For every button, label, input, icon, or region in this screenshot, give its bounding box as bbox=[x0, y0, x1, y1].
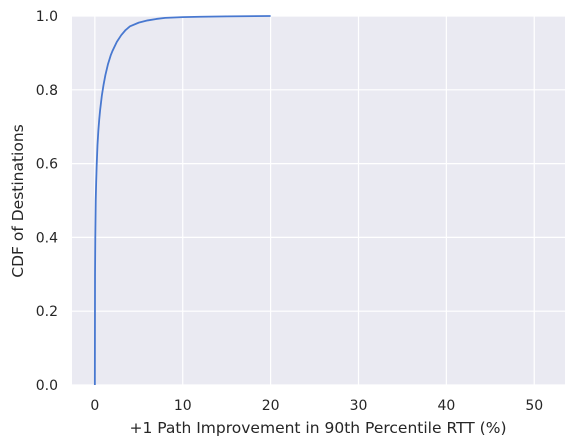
y-tick-label: 0.4 bbox=[36, 230, 58, 246]
grid-lines bbox=[72, 15, 565, 386]
y-tick-label: 0.0 bbox=[36, 378, 58, 394]
y-tick-label: 1.0 bbox=[36, 9, 58, 25]
plot-background bbox=[72, 16, 565, 385]
y-tick-label: 0.8 bbox=[36, 83, 58, 99]
y-tick-labels: 0.0 0.2 0.4 0.6 0.8 1.0 bbox=[36, 9, 58, 394]
y-tick-label: 0.2 bbox=[36, 304, 58, 320]
y-tick-label: 0.6 bbox=[36, 157, 58, 173]
x-tick-labels: 0 10 20 30 40 50 bbox=[90, 398, 543, 414]
x-axis-title: +1 Path Improvement in 90th Percentile R… bbox=[129, 419, 506, 437]
x-tick-label: 30 bbox=[350, 398, 368, 414]
x-tick-label: 10 bbox=[174, 398, 192, 414]
cdf-line bbox=[93, 15, 271, 386]
x-tick-label: 20 bbox=[262, 398, 280, 414]
y-axis-title: CDF of Destinations bbox=[9, 124, 27, 278]
series-layer bbox=[93, 15, 271, 386]
x-tick-label: 40 bbox=[437, 398, 455, 414]
x-tick-label: 50 bbox=[525, 398, 543, 414]
x-tick-label: 0 bbox=[90, 398, 99, 414]
